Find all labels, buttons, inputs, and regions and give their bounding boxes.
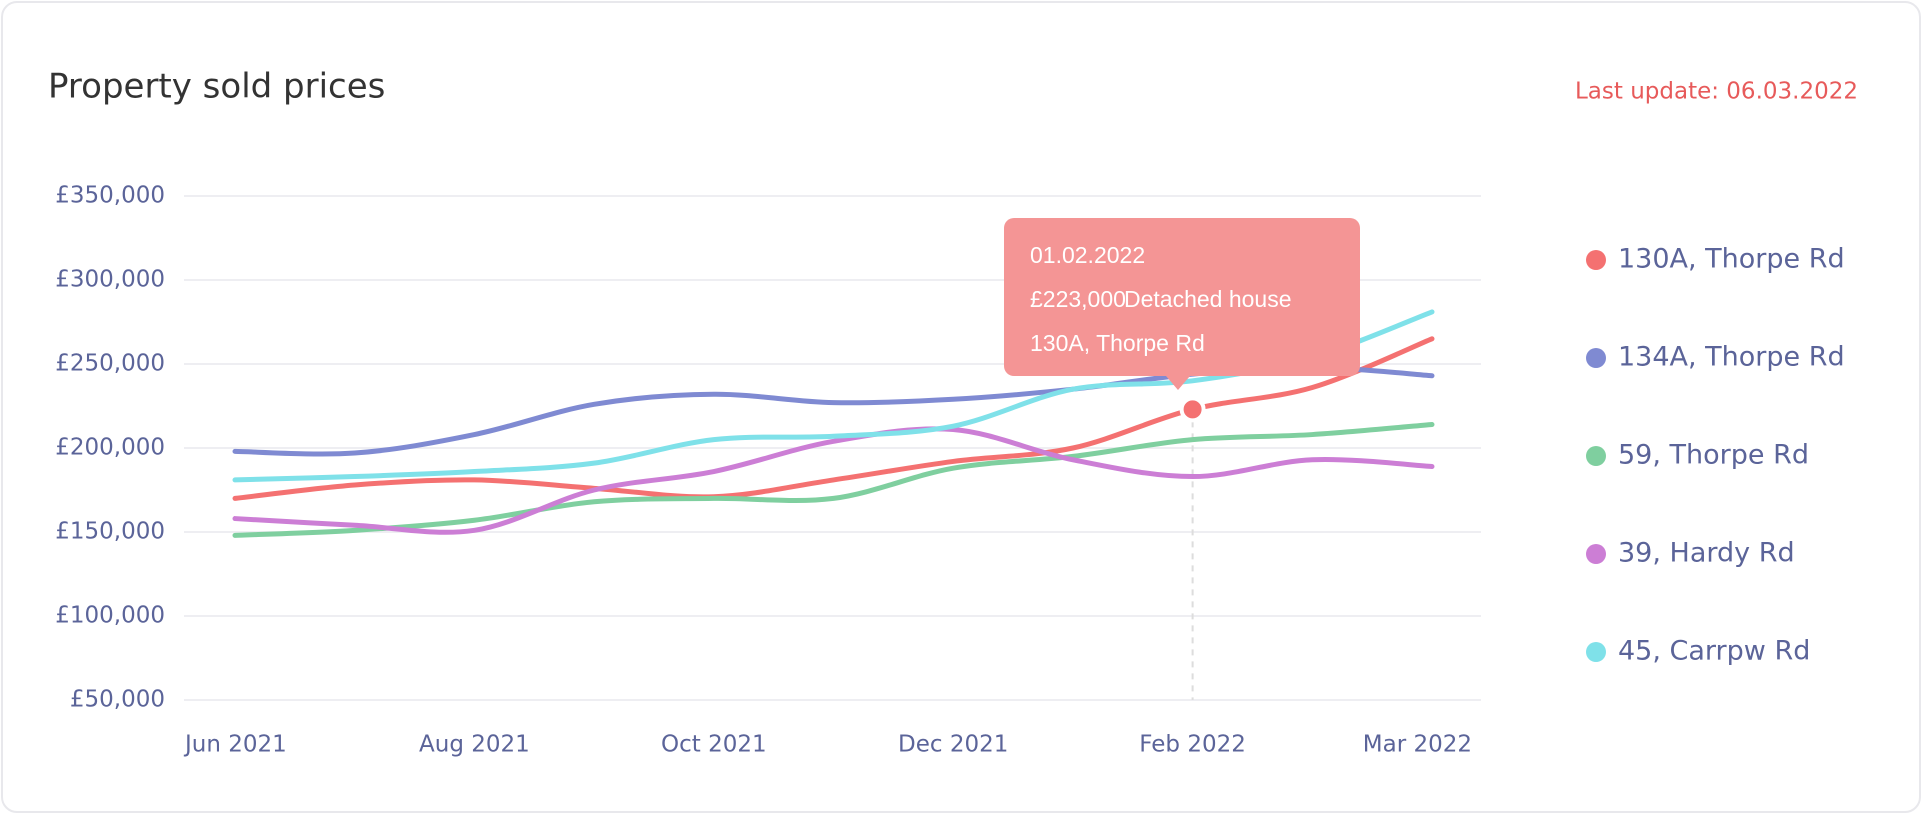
series-line — [232, 426, 1435, 535]
hover-point — [1179, 396, 1206, 423]
x-tick-label: Aug 2021 — [419, 732, 530, 758]
tooltip: 01.02.2022 £223,000 Detached house 130A,… — [1004, 218, 1360, 390]
x-tick-label: Jun 2021 — [183, 732, 287, 758]
series-line — [232, 336, 1435, 501]
y-tick-label: £250,000 — [55, 351, 165, 377]
legend-label: 59, Thorpe Rd — [1618, 440, 1809, 471]
legend-marker — [1586, 642, 1606, 662]
x-tick-label: Dec 2021 — [898, 732, 1008, 758]
x-tick-label: Feb 2022 — [1139, 732, 1246, 758]
tooltip-address: 130A, Thorpe Rd — [1030, 330, 1205, 356]
legend-label: 45, Carrpw Rd — [1618, 636, 1810, 667]
legend-label: 134A, Thorpe Rd — [1618, 342, 1845, 373]
legend-marker — [1586, 250, 1606, 270]
x-tick-label: Oct 2021 — [661, 732, 767, 758]
tooltip-price: £223,000 — [1030, 286, 1126, 312]
legend-marker — [1586, 544, 1606, 564]
last-update: Last update: 06.03.2022 — [1575, 79, 1858, 105]
y-tick-label: £350,000 — [55, 183, 165, 209]
y-tick-label: £100,000 — [55, 603, 165, 629]
y-tick-label: £150,000 — [55, 519, 165, 545]
y-tick-label: £200,000 — [55, 435, 165, 461]
y-tick-label: £300,000 — [55, 267, 165, 293]
tooltip-date: 01.02.2022 — [1030, 242, 1146, 268]
legend-label: 39, Hardy Rd — [1618, 538, 1795, 569]
x-tick-label: Mar 2022 — [1363, 732, 1472, 758]
series-line — [232, 421, 1435, 538]
legend-marker — [1586, 348, 1606, 368]
legend-label: 130A, Thorpe Rd — [1618, 244, 1845, 275]
legend-marker — [1586, 446, 1606, 466]
y-tick-label: £50,000 — [70, 687, 165, 713]
tooltip-kind: Detached house — [1124, 286, 1292, 312]
chart-title: Property sold prices — [48, 67, 385, 107]
